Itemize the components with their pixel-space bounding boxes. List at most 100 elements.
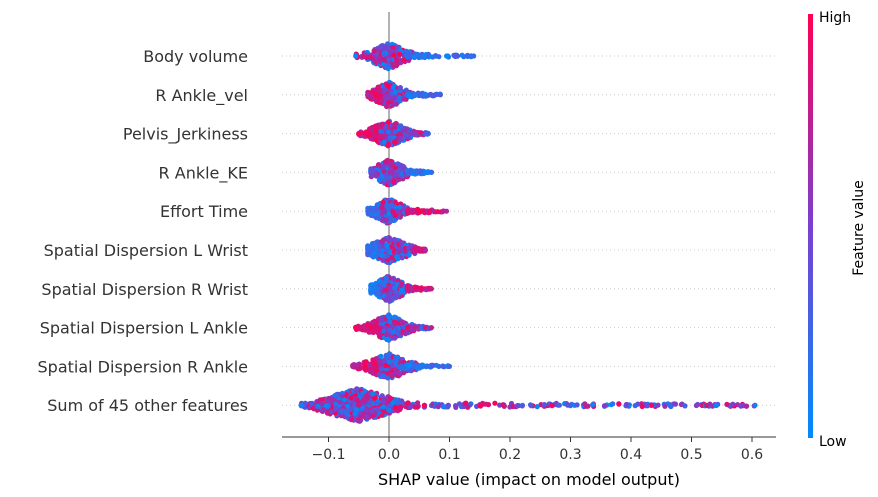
shap-point xyxy=(326,396,332,402)
shap-point xyxy=(428,286,434,292)
shap-point xyxy=(386,312,392,318)
shap-point xyxy=(565,402,571,408)
shap-point xyxy=(370,400,376,407)
shap-point xyxy=(410,169,417,175)
shap-point xyxy=(713,402,719,409)
shap-point xyxy=(471,53,477,59)
shap-point xyxy=(453,404,459,410)
shap-point xyxy=(378,44,384,50)
feature-label: R Ankle_KE xyxy=(159,163,248,183)
shap-point xyxy=(380,257,386,263)
shap-point xyxy=(385,99,391,106)
shap-point xyxy=(387,168,394,174)
shap-point xyxy=(384,64,390,70)
shap-point xyxy=(501,403,507,409)
shap-point xyxy=(398,283,404,289)
shap-point xyxy=(399,365,405,371)
shap-point xyxy=(459,52,465,58)
shap-point xyxy=(385,375,391,381)
shap-point xyxy=(373,123,379,129)
shap-point xyxy=(364,407,370,414)
shap-point xyxy=(444,53,450,59)
shap-point xyxy=(397,371,403,377)
shap-point xyxy=(379,210,385,216)
shap-point xyxy=(384,247,390,253)
shap-point xyxy=(453,52,459,58)
shap-point xyxy=(384,103,390,110)
shap-point xyxy=(360,390,366,396)
shap-point xyxy=(389,203,396,209)
shap-point xyxy=(412,92,418,98)
feature-label: Body volume xyxy=(143,47,248,66)
shap-point xyxy=(391,236,397,243)
feature-label: Effort Time xyxy=(160,202,248,221)
shap-point xyxy=(371,240,377,246)
shap-point xyxy=(394,44,400,50)
shap-point xyxy=(370,253,377,259)
shap-point xyxy=(360,53,366,60)
shap-point xyxy=(381,358,387,364)
shap-point xyxy=(353,53,359,59)
shap-point xyxy=(387,134,393,141)
shap-point xyxy=(381,88,387,94)
shap-point xyxy=(436,363,442,369)
shap-point xyxy=(366,362,372,368)
shap-point xyxy=(386,359,392,365)
shap-point xyxy=(395,161,401,167)
x-tick-label: 0.2 xyxy=(499,447,521,463)
shap-point xyxy=(356,131,362,137)
shap-point xyxy=(378,97,384,104)
colorbar-low-label: Low xyxy=(819,434,847,450)
shap-point xyxy=(371,328,378,334)
shap-point xyxy=(415,51,421,58)
shap-point xyxy=(375,407,381,413)
shap-point xyxy=(386,294,392,300)
shap-point xyxy=(399,240,405,246)
shap-point xyxy=(391,61,397,67)
shap-point xyxy=(385,120,391,126)
shap-point xyxy=(519,402,526,408)
feature-label: Spatial Dispersion L Wrist xyxy=(44,241,248,260)
shap-point xyxy=(412,404,418,410)
shap-point xyxy=(430,362,436,368)
shap-point xyxy=(682,403,688,409)
shap-point xyxy=(402,331,409,337)
shap-point xyxy=(417,130,423,136)
shap-point xyxy=(645,403,651,409)
shap-point xyxy=(410,364,416,370)
shap-point xyxy=(367,54,374,60)
feature-label: Pelvis_Jerkiness xyxy=(123,125,248,145)
shap-point xyxy=(378,361,384,368)
feature-labels: Body volume R Ankle_vel Pelvis_Jerkiness R … xyxy=(38,47,249,415)
shap-point xyxy=(388,161,395,167)
shap-point xyxy=(362,130,368,136)
shap-point xyxy=(373,365,379,371)
shap-point xyxy=(397,51,403,58)
shap-point xyxy=(376,326,383,332)
shap-point xyxy=(380,398,387,404)
shap-point xyxy=(324,410,331,416)
shap-point xyxy=(386,211,392,217)
shap-point xyxy=(415,206,421,212)
shap-point xyxy=(370,357,376,363)
shap-point xyxy=(365,322,371,329)
shap-point xyxy=(662,403,668,409)
shap-point xyxy=(420,208,426,214)
shap-point xyxy=(393,397,399,403)
shap-point xyxy=(405,91,411,98)
feature-label: Spatial Dispersion L Ankle xyxy=(40,319,248,338)
shap-point xyxy=(376,56,382,62)
shap-point xyxy=(393,358,399,364)
shap-point xyxy=(549,403,555,409)
shap-point xyxy=(368,169,374,175)
shap-point xyxy=(315,403,321,409)
shap-point xyxy=(492,400,498,406)
shap-point xyxy=(752,402,758,408)
shap-point xyxy=(385,143,391,149)
shap-point xyxy=(393,56,400,63)
shap-point xyxy=(405,400,411,406)
shap-point xyxy=(724,401,730,407)
shap-point xyxy=(369,248,375,254)
shap-point xyxy=(396,167,402,173)
shap-point xyxy=(392,212,398,219)
